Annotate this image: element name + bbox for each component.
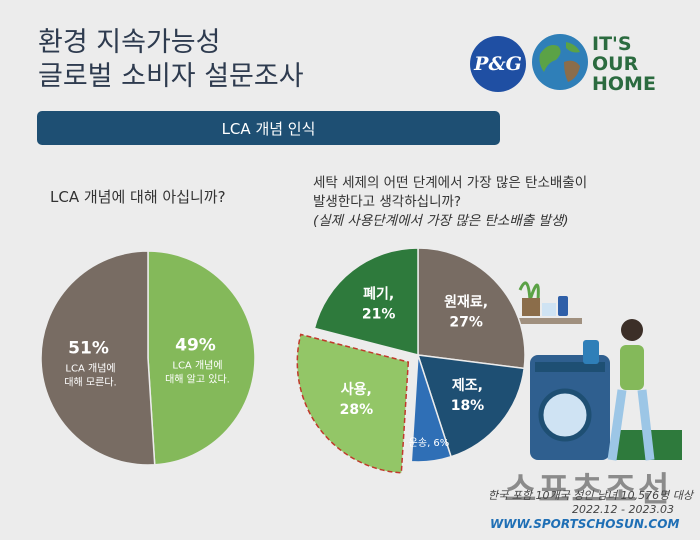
- pie2-category-label-0: 원재료,: [444, 295, 488, 311]
- pg-logo-text: P&G: [474, 53, 522, 75]
- question-2-note: (실제 사용단계에서 가장 많은 탄소배출 발생): [313, 213, 569, 229]
- survey-period: 2022.12 - 2023.03: [572, 503, 674, 516]
- pg-logo: P&G: [470, 36, 526, 92]
- question-2-line-2: 발생한다고 생각하십니까?: [313, 194, 462, 210]
- title-line-2: 글로벌 소비자 설문조사: [38, 61, 304, 92]
- pie2-slice-0: [417, 247, 526, 370]
- question-1: LCA 개념에 대해 아십니까?: [50, 188, 226, 206]
- pie1-value-label-0: 51%: [68, 339, 109, 359]
- pie1-desc-label-1-1: 대해 알고 있다.: [165, 372, 230, 385]
- question-2-line-1: 세탁 세제의 어떤 단계에서 가장 많은 탄소배출이: [313, 175, 588, 191]
- pie1-desc-label-1-0: LCA 개념에: [172, 359, 222, 371]
- pie2-slice-1: [416, 354, 525, 458]
- slogan-line-3: HOME: [592, 73, 656, 95]
- source-note: 한국 포함 10개국 성인 남녀 10,576명 대상: [488, 489, 694, 502]
- pie1-desc-label-0-0: LCA 개념에: [65, 363, 115, 375]
- pie-chart-carbon-stage: 원재료, 27% 제조, 18% 운송, 6% 사용, 28% 폐기, 21%: [296, 247, 526, 474]
- pie2-slice-4: [313, 247, 419, 356]
- watermark-url: WWW.SPORTSCHOSUN.COM: [490, 517, 680, 531]
- slogan-line-1: IT'S: [592, 33, 632, 55]
- pie1-slice-0: [40, 250, 156, 466]
- laundry-illustration: [512, 281, 682, 461]
- pie1-value-label-1: 49%: [175, 335, 216, 355]
- pie2-slice-2: [410, 354, 453, 463]
- section-banner: LCA 개념 인식: [37, 111, 500, 145]
- pie2-value-label-4: 21%: [362, 306, 396, 322]
- pie2-value-label-0: 27%: [449, 315, 483, 331]
- watermark-logo: 스포츠조선: [505, 470, 672, 510]
- pie2-category-label-3: 사용,: [341, 382, 372, 398]
- its-our-home-logo: IT'S OUR HOME: [592, 34, 656, 94]
- pie2-category-label-2: 운송, 6%: [409, 437, 450, 449]
- pie2-value-label-1: 18%: [451, 398, 485, 414]
- globe-icon: [532, 34, 588, 90]
- pie2-category-label-1: 제조,: [452, 378, 483, 394]
- title-line-1: 환경 지속가능성: [38, 27, 221, 58]
- pie2-value-label-3: 28%: [340, 402, 374, 418]
- pie2-category-label-4: 폐기,: [363, 286, 394, 302]
- pie1-desc-label-0-1: 대해 모른다.: [64, 376, 116, 389]
- pie2-slice-3: [296, 333, 410, 474]
- question-2: 세탁 세제의 어떤 단계에서 가장 많은 탄소배출이 발생한다고 생각하십니까?…: [313, 174, 587, 231]
- pie1-slice-1: [147, 250, 256, 466]
- banner-label: LCA 개념 인식: [221, 119, 316, 138]
- page-title: 환경 지속가능성 글로벌 소비자 설문조사: [38, 26, 304, 94]
- slogan-line-2: OUR: [592, 53, 639, 75]
